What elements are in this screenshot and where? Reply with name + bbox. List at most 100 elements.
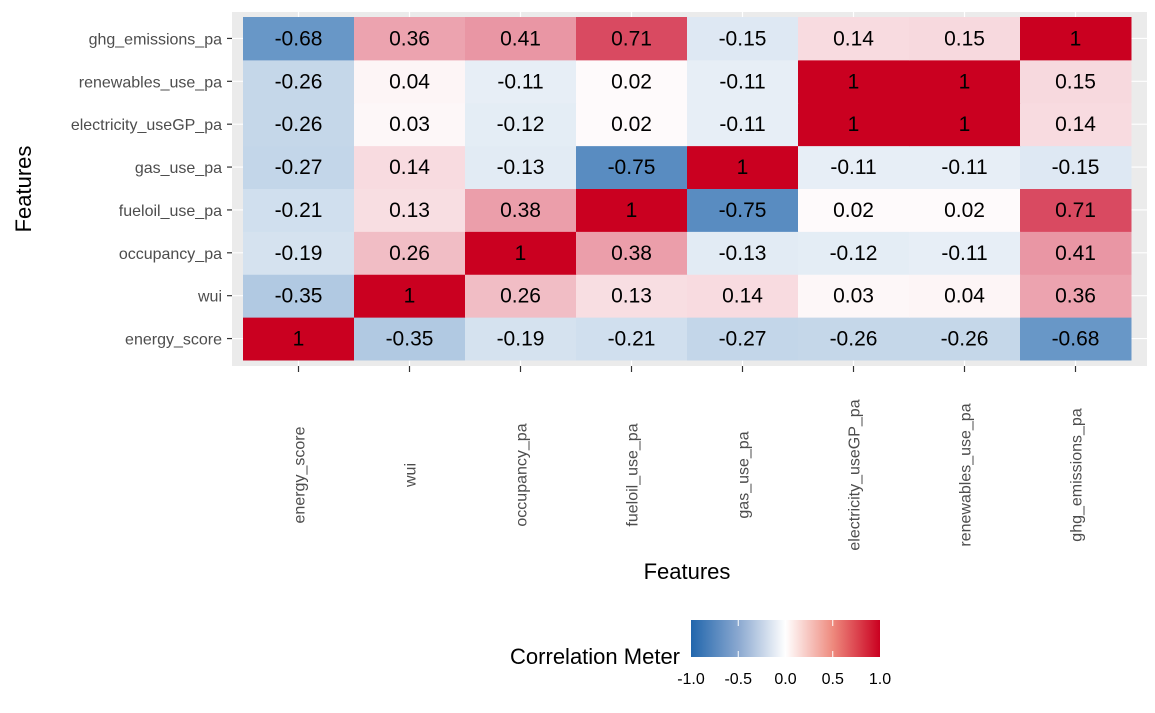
heatmap-cell <box>465 102 577 147</box>
heatmap-cell <box>465 59 577 104</box>
heatmap-cell <box>909 102 1021 147</box>
cell-value-label: -0.27 <box>719 328 767 351</box>
cell-value-label: -0.68 <box>1052 328 1100 351</box>
cell-value-label: -0.11 <box>830 156 876 179</box>
cell-value-label: 0.04 <box>944 285 985 308</box>
cell-value-label: -0.11 <box>941 242 987 265</box>
heatmap-cell <box>465 231 577 275</box>
heatmap-cell <box>576 102 688 147</box>
heatmap-cell <box>798 102 910 147</box>
cell-value-label: 1 <box>404 285 416 308</box>
cell-value-label: 0.13 <box>611 285 652 308</box>
heatmap-cell <box>354 231 466 275</box>
cell-value-label: -0.12 <box>497 113 545 136</box>
heatmap-cell <box>354 317 466 361</box>
cell-value-label: -0.19 <box>497 328 545 351</box>
heatmap-cell <box>243 231 355 275</box>
heatmap-cell <box>687 59 799 104</box>
legend-colorbar <box>691 620 880 657</box>
cell-value-label: 0.26 <box>500 285 541 308</box>
heatmap-cell <box>576 188 688 232</box>
heatmap-cell <box>798 231 910 275</box>
cell-value-label: -0.75 <box>608 156 656 179</box>
cell-value-label: -0.27 <box>275 156 323 179</box>
heatmap-cell <box>687 102 799 147</box>
heatmap-cell <box>1020 17 1132 61</box>
heatmap-cell <box>798 274 910 318</box>
x-tick-label: ghg_emissions_pa <box>1069 408 1086 542</box>
heatmap-cell <box>687 188 799 232</box>
heatmap-cell <box>576 59 688 104</box>
heatmap-cell <box>909 17 1021 61</box>
heatmap-cell <box>354 145 466 189</box>
y-tick-label: renewables_use_pa <box>79 74 222 91</box>
cell-value-label: -0.13 <box>497 156 545 179</box>
cell-value-label: 0.14 <box>722 285 763 308</box>
cell-value-label: 0.36 <box>1055 285 1096 308</box>
cell-value-label: -0.15 <box>719 27 767 50</box>
cell-value-label: 1 <box>515 242 527 265</box>
cell-value-label: 1 <box>959 113 971 136</box>
cell-value-label: -0.15 <box>1052 156 1100 179</box>
heatmap-cell <box>354 188 466 232</box>
heatmap-cell <box>1020 274 1132 318</box>
cell-value-label: -0.11 <box>719 113 765 136</box>
heatmap-cell <box>465 188 577 232</box>
cell-value-label: 0.71 <box>1055 199 1096 222</box>
cell-value-label: 0.71 <box>611 27 652 50</box>
heatmap-cell <box>687 231 799 275</box>
cell-value-label: -0.26 <box>275 113 323 136</box>
heatmap-cell <box>354 17 466 61</box>
cell-value-label: 0.14 <box>833 27 874 50</box>
heatmap-cell <box>465 17 577 61</box>
heatmap-cell <box>909 145 1021 189</box>
cell-value-label: 0.36 <box>389 27 430 50</box>
legend-title: Correlation Meter <box>510 644 680 669</box>
cell-value-label: 1 <box>737 156 749 179</box>
x-tick-label: wui <box>403 463 420 488</box>
cell-value-label: 0.15 <box>944 27 985 50</box>
heatmap-cell <box>1020 59 1132 104</box>
cell-value-label: 0.26 <box>389 242 430 265</box>
y-tick-label: gas_use_pa <box>135 160 222 177</box>
cell-value-label: 0.02 <box>833 199 874 222</box>
y-axis: energy_score wui occupancy_pa fueloil_use_p… <box>71 31 232 349</box>
heatmap-cell <box>687 17 799 61</box>
y-tick-label: fueloil_use_pa <box>119 203 222 220</box>
x-tick-label: fueloil_use_pa <box>625 423 642 526</box>
y-tick-label: wui <box>197 289 222 306</box>
cell-value-label: -0.21 <box>275 199 323 222</box>
cell-value-label: 0.04 <box>389 70 430 93</box>
heatmap-cell <box>465 317 577 361</box>
x-axis-title: Features <box>644 559 731 584</box>
y-tick-label: energy_score <box>125 332 222 349</box>
cell-value-label: -0.26 <box>275 70 323 93</box>
cell-value-label: 0.02 <box>944 199 985 222</box>
cell-value-label: 1 <box>959 70 971 93</box>
heatmap-cell <box>576 274 688 318</box>
x-tick-label: energy_score <box>292 426 309 523</box>
heatmap-cell <box>687 145 799 189</box>
heatmap-cell <box>909 59 1021 104</box>
legend-tick-label: 0.5 <box>822 671 844 688</box>
heatmap-cell <box>243 317 355 361</box>
cell-value-label: -0.26 <box>941 328 989 351</box>
cell-value-label: 0.41 <box>500 27 541 50</box>
legend-tick-label: -1.0 <box>677 671 705 688</box>
legend-tick-label: 1.0 <box>869 671 891 688</box>
x-tick-label: renewables_use_pa <box>958 403 975 546</box>
cell-value-label: -0.68 <box>275 27 323 50</box>
cell-value-label: -0.35 <box>386 328 434 351</box>
heatmap-cell <box>687 274 799 318</box>
y-axis-title: Features <box>11 146 36 233</box>
legend-ticks: -1.0 -0.5 0.0 0.5 1.0 <box>677 620 891 688</box>
heatmap-cell <box>243 102 355 147</box>
cell-value-label: 0.14 <box>1055 113 1096 136</box>
heatmap-cell <box>465 145 577 189</box>
cell-value-label: -0.26 <box>830 328 878 351</box>
cell-value-label: -0.13 <box>719 242 767 265</box>
heatmap-cell <box>354 274 466 318</box>
y-tick-label: occupancy_pa <box>119 246 222 263</box>
cell-value-label: -0.12 <box>830 242 878 265</box>
cell-value-label: 0.02 <box>611 70 652 93</box>
